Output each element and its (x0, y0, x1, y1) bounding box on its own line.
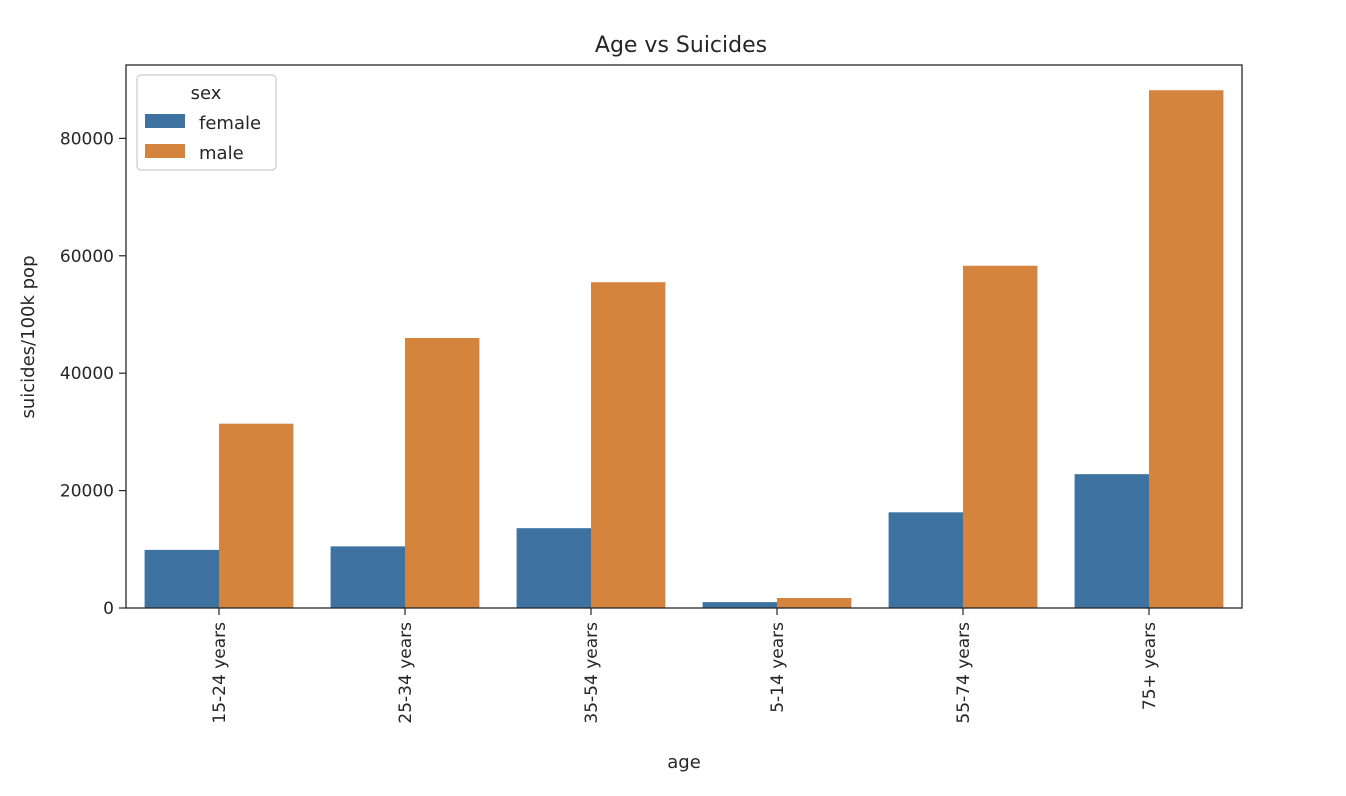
bar-male-4 (963, 265, 1038, 608)
y-tick-label-0: 0 (103, 599, 114, 619)
bar-male-3 (777, 598, 852, 608)
x-tick-label-3: 5-14 years (768, 622, 788, 713)
chart-title: Age vs Suicides (595, 33, 767, 58)
bar-male-0 (219, 423, 294, 608)
legend-label-female: female (199, 113, 261, 134)
x-axis-label: age (667, 752, 701, 773)
bar-female-5 (1074, 474, 1149, 608)
x-tick-label-1: 25-34 years (396, 622, 416, 724)
legend-title: sex (191, 83, 222, 104)
y-axis-label: suicides/100k pop (18, 256, 39, 419)
y-tick-label-1: 20000 (60, 482, 114, 502)
y-axis: 0 20000 40000 60000 80000 (60, 129, 126, 619)
x-tick-label-0: 15-24 years (210, 622, 230, 724)
legend: sex female male (136, 74, 277, 171)
x-axis: 15-24 years 25-34 years 35-54 years 5-14 ye… (210, 608, 1160, 724)
y-tick-label-4: 80000 (60, 129, 114, 149)
bar-male-1 (405, 337, 480, 608)
bar-female-4 (888, 512, 963, 608)
legend-swatch-male (145, 144, 185, 158)
bar-male-5 (1149, 90, 1224, 608)
bar-female-3 (702, 602, 777, 608)
bar-female-2 (516, 528, 591, 608)
legend-swatch-female (145, 114, 185, 128)
bar-male-2 (591, 282, 666, 608)
y-tick-label-3: 60000 (60, 247, 114, 267)
x-tick-label-2: 35-54 years (582, 622, 602, 724)
bar-female-0 (144, 549, 219, 608)
x-tick-label-4: 55-74 years (954, 622, 974, 724)
legend-label-male: male (199, 143, 244, 164)
x-tick-label-5: 75+ years (1140, 622, 1160, 710)
plot-frame (125, 64, 1243, 609)
bar-female-1 (330, 546, 405, 608)
bars-group (144, 90, 1224, 608)
y-tick-label-2: 40000 (60, 364, 114, 384)
